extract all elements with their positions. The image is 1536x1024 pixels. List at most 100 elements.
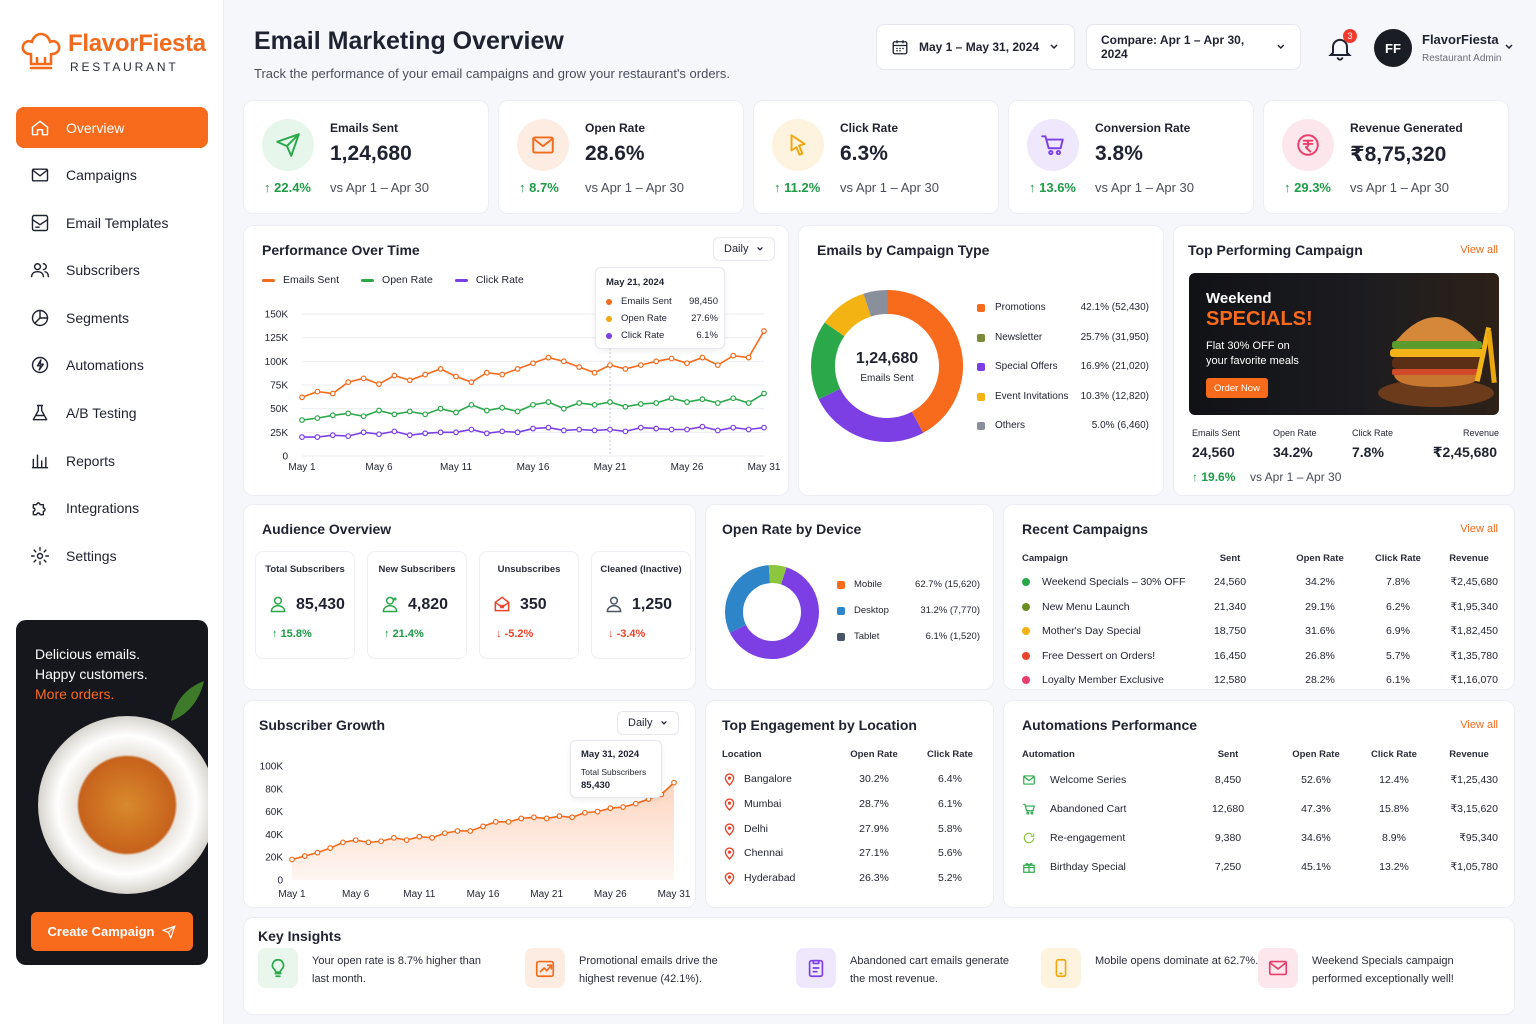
data-point[interactable] — [556, 813, 563, 820]
sidebar-item-subscribers[interactable]: Subscribers — [16, 250, 208, 291]
data-point[interactable] — [637, 401, 644, 407]
table-row[interactable]: Free Dessert on Orders! 16,450 26.8% 5.7% ₹1… — [1022, 650, 1502, 670]
data-point[interactable] — [376, 407, 382, 414]
device-slice-mobile[interactable] — [729, 567, 819, 659]
data-point[interactable] — [406, 377, 413, 384]
table-row[interactable]: Birthday Special 7,250 45.1% 13.2% ₹1,05,780 — [1022, 861, 1502, 881]
data-point[interactable] — [607, 426, 613, 433]
sidebar-item-segments[interactable]: Segments — [16, 297, 208, 338]
kpi-card-click-rate[interactable]: Click Rate 6.3% ↑ 11.2% vs Apr 1 – Apr 30 — [753, 100, 999, 214]
data-point[interactable] — [299, 434, 305, 440]
table-row[interactable]: Bangalore 30.2% 6.4% — [722, 773, 984, 793]
growth-interval-dropdown[interactable]: Daily — [617, 711, 680, 735]
data-point[interactable] — [468, 401, 475, 408]
data-point[interactable] — [699, 354, 706, 361]
data-point[interactable] — [622, 366, 629, 372]
recent-view-all-link[interactable]: View all — [1460, 523, 1498, 535]
data-point[interactable] — [514, 408, 521, 415]
campaign-name[interactable]: Loyalty Member Exclusive — [1042, 674, 1164, 686]
automation-name[interactable]: Birthday Special — [1050, 861, 1126, 873]
data-point[interactable] — [422, 411, 429, 418]
device-slice-tablet[interactable] — [768, 565, 787, 585]
data-point[interactable] — [637, 424, 644, 431]
data-point[interactable] — [391, 428, 398, 435]
data-point[interactable] — [668, 355, 675, 362]
data-point[interactable] — [668, 426, 675, 433]
data-point[interactable] — [391, 372, 398, 379]
table-row[interactable]: Loyalty Member Exclusive 12,580 28.2% 6.1% ₹… — [1022, 674, 1502, 694]
data-point[interactable] — [299, 417, 305, 423]
data-point[interactable] — [467, 828, 474, 834]
data-point[interactable] — [345, 433, 352, 440]
table-row[interactable]: Delhi 27.9% 5.8% — [722, 823, 984, 843]
device-slice-desktop[interactable] — [725, 565, 771, 633]
data-point[interactable] — [422, 430, 429, 437]
data-point[interactable] — [730, 395, 737, 402]
data-point[interactable] — [653, 358, 660, 365]
data-point[interactable] — [530, 360, 536, 367]
data-point[interactable] — [653, 425, 660, 432]
data-point[interactable] — [591, 427, 598, 434]
data-point[interactable] — [699, 396, 706, 403]
kpi-card-revenue-generated[interactable]: Revenue Generated ₹8,75,320 ↑ 29.3% vs Apr … — [1263, 100, 1509, 214]
table-row[interactable]: Weekend Specials – 30% OFF 24,560 34.2% 7.8… — [1022, 576, 1502, 596]
data-point[interactable] — [483, 369, 490, 376]
data-point[interactable] — [530, 401, 536, 408]
data-point[interactable] — [360, 413, 367, 420]
data-point[interactable] — [406, 408, 413, 415]
data-point[interactable] — [730, 352, 737, 359]
campaign-type-slice-others[interactable] — [863, 290, 888, 317]
data-point[interactable] — [314, 849, 321, 856]
data-point[interactable] — [714, 362, 721, 369]
campaign-type-slice-newsletter[interactable] — [818, 388, 924, 442]
data-point[interactable] — [745, 426, 752, 433]
sidebar-item-reports[interactable]: Reports — [16, 440, 208, 481]
top-campaign-view-all-link[interactable]: View all — [1460, 244, 1498, 256]
data-point[interactable] — [301, 853, 308, 859]
campaign-type-slice-event-invitations[interactable] — [824, 293, 872, 337]
automation-name[interactable]: Re-engagement — [1050, 832, 1126, 844]
table-row[interactable]: Hyderabad 26.3% 5.2% — [722, 872, 984, 892]
data-point[interactable] — [545, 354, 552, 361]
data-point[interactable] — [480, 823, 486, 830]
data-point[interactable] — [637, 362, 644, 369]
data-point[interactable] — [581, 809, 588, 816]
data-point[interactable] — [576, 364, 583, 370]
data-point[interactable] — [441, 830, 448, 837]
performance-interval-dropdown[interactable]: Daily — [713, 237, 776, 261]
data-point[interactable] — [620, 804, 626, 810]
campaign-name[interactable]: Mother's Day Special — [1042, 625, 1141, 637]
brand-logo[interactable]: FlavorFiesta RESTAURANT — [20, 28, 220, 78]
data-point[interactable] — [576, 426, 583, 433]
bell-icon[interactable] — [1326, 34, 1354, 62]
data-point[interactable] — [714, 427, 721, 434]
data-point[interactable] — [622, 403, 629, 410]
data-point[interactable] — [499, 428, 506, 435]
data-point[interactable] — [376, 431, 382, 438]
data-point[interactable] — [594, 808, 601, 815]
automation-name[interactable]: Welcome Series — [1050, 774, 1127, 786]
data-point[interactable] — [684, 399, 690, 405]
data-point[interactable] — [699, 423, 706, 430]
campaign-name[interactable]: Free Dessert on Orders! — [1042, 649, 1156, 662]
data-point[interactable] — [505, 818, 512, 825]
table-row[interactable]: Welcome Series 8,450 52.6% 12.4% ₹1,25,430 — [1022, 774, 1502, 794]
data-point[interactable] — [483, 430, 490, 437]
kpi-card-conversion-rate[interactable]: Conversion Rate 3.8% ↑ 13.6% vs Apr 1 – Apr… — [1008, 100, 1254, 214]
data-point[interactable] — [360, 375, 367, 382]
data-point[interactable] — [352, 837, 359, 844]
data-point[interactable] — [560, 405, 567, 412]
sidebar-item-settings[interactable]: Settings — [16, 535, 208, 576]
data-point[interactable] — [329, 432, 336, 439]
audience-stat-total-subscribers[interactable]: Total Subscribers 85,430 ↑ 15.8% — [255, 551, 355, 659]
campaign-name[interactable]: New Menu Launch — [1042, 600, 1130, 613]
data-point[interactable] — [468, 379, 475, 386]
sidebar-item-campaigns[interactable]: Campaigns — [16, 155, 208, 196]
data-point[interactable] — [299, 394, 305, 401]
data-point[interactable] — [453, 373, 459, 380]
data-point[interactable] — [745, 354, 752, 361]
kpi-card-emails-sent[interactable]: Emails Sent 1,24,680 ↑ 22.4% vs Apr 1 – Apr… — [243, 100, 489, 214]
data-point[interactable] — [391, 411, 398, 418]
data-point[interactable] — [378, 838, 385, 845]
data-point[interactable] — [560, 358, 567, 365]
